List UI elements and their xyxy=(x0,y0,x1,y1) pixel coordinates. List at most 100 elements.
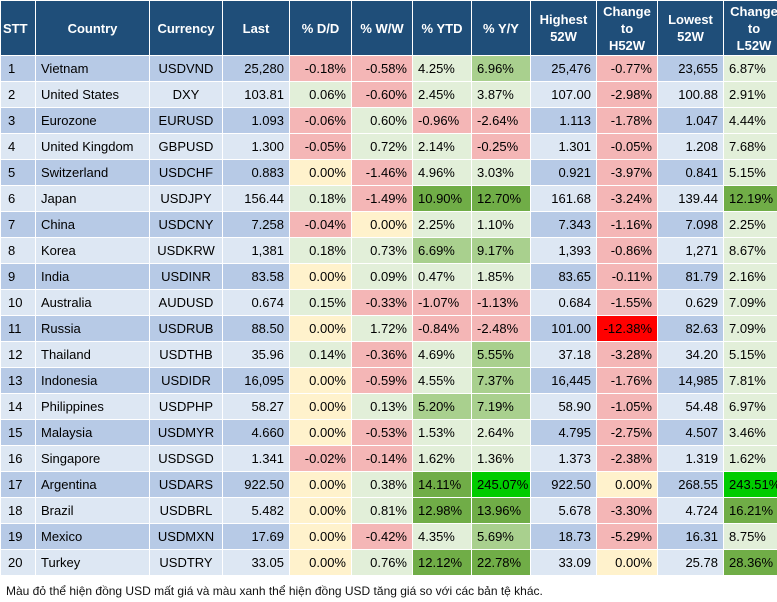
table-row: 5 Switzerland USDCHF 0.883 0.00% -1.46% 4.96% 3… xyxy=(1,160,777,185)
cell-change-h52w: -1.76% xyxy=(597,368,657,393)
cell-pct-ww: 0.60% xyxy=(352,108,412,133)
cell-highest-52w: 83.65 xyxy=(531,264,596,289)
cell-pct-ww: 1.72% xyxy=(352,316,412,341)
cell-change-l52w: 3.46% xyxy=(724,420,777,445)
cell-pct-ytd: -1.07% xyxy=(413,290,471,315)
cell-currency: USDRUB xyxy=(150,316,222,341)
cell-stt: 20 xyxy=(1,550,35,575)
cell-highest-52w: 33.09 xyxy=(531,550,596,575)
cell-pct-ytd: 2.45% xyxy=(413,82,471,107)
table-row: 9 India USDINR 83.58 0.00% 0.09% 0.47% 1.85% 83.… xyxy=(1,264,777,289)
cell-change-l52w: 8.67% xyxy=(724,238,777,263)
cell-lowest-52w: 23,655 xyxy=(658,56,723,81)
cell-pct-yy: 5.55% xyxy=(472,342,530,367)
cell-change-h52w: -12.38% xyxy=(597,316,657,341)
cell-lowest-52w: 16.31 xyxy=(658,524,723,549)
cell-currency: EURUSD xyxy=(150,108,222,133)
cell-country: Singapore xyxy=(36,446,149,471)
cell-last: 1,381 xyxy=(223,238,289,263)
cell-pct-dd: 0.00% xyxy=(290,524,351,549)
table-row: 13 Indonesia USDIDR 16,095 0.00% -0.59% 4.55% 7… xyxy=(1,368,777,393)
cell-pct-dd: 0.00% xyxy=(290,550,351,575)
cell-currency: USDINR xyxy=(150,264,222,289)
cell-pct-ww: 0.00% xyxy=(352,212,412,237)
cell-change-l52w: 7.09% xyxy=(724,290,777,315)
cell-highest-52w: 101.00 xyxy=(531,316,596,341)
cell-pct-yy: -2.64% xyxy=(472,108,530,133)
cell-pct-dd: -0.06% xyxy=(290,108,351,133)
cell-lowest-52w: 1.047 xyxy=(658,108,723,133)
cell-last: 17.69 xyxy=(223,524,289,549)
cell-change-h52w: -1.55% xyxy=(597,290,657,315)
cell-pct-yy: 1.85% xyxy=(472,264,530,289)
cell-pct-ww: -0.60% xyxy=(352,82,412,107)
cell-pct-ytd: 4.25% xyxy=(413,56,471,81)
cell-currency: USDTRY xyxy=(150,550,222,575)
cell-currency: USDMYR xyxy=(150,420,222,445)
cell-lowest-52w: 0.629 xyxy=(658,290,723,315)
cell-stt: 2 xyxy=(1,82,35,107)
cell-change-l52w: 2.91% xyxy=(724,82,777,107)
cell-lowest-52w: 1.319 xyxy=(658,446,723,471)
cell-country: India xyxy=(36,264,149,289)
table-row: 1 Vietnam USDVND 25,280 -0.18% -0.58% 4.25% 6.9… xyxy=(1,56,777,81)
cell-last: 156.44 xyxy=(223,186,289,211)
cell-country: China xyxy=(36,212,149,237)
cell-pct-yy: 13.96% xyxy=(472,498,530,523)
cell-lowest-52w: 1,271 xyxy=(658,238,723,263)
cell-country: United States xyxy=(36,82,149,107)
cell-currency: USDCNY xyxy=(150,212,222,237)
cell-lowest-52w: 14,985 xyxy=(658,368,723,393)
cell-change-h52w: -3.28% xyxy=(597,342,657,367)
cell-stt: 3 xyxy=(1,108,35,133)
cell-stt: 9 xyxy=(1,264,35,289)
cell-last: 1.341 xyxy=(223,446,289,471)
cell-pct-dd: 0.00% xyxy=(290,472,351,497)
cell-country: Switzerland xyxy=(36,160,149,185)
cell-pct-yy: 2.64% xyxy=(472,420,530,445)
cell-pct-dd: 0.00% xyxy=(290,264,351,289)
cell-highest-52w: 1.373 xyxy=(531,446,596,471)
cell-pct-yy: 22.78% xyxy=(472,550,530,575)
header-pct-yy: % Y/Y xyxy=(472,1,530,55)
cell-pct-ww: -1.46% xyxy=(352,160,412,185)
table-row: 10 Australia AUDUSD 0.674 0.15% -0.33% -1.07% -… xyxy=(1,290,777,315)
cell-pct-ww: -0.53% xyxy=(352,420,412,445)
cell-country: Vietnam xyxy=(36,56,149,81)
cell-last: 58.27 xyxy=(223,394,289,419)
table-row: 12 Thailand USDTHB 35.96 0.14% -0.36% 4.69% 5.5… xyxy=(1,342,777,367)
cell-highest-52w: 7.343 xyxy=(531,212,596,237)
cell-change-l52w: 6.97% xyxy=(724,394,777,419)
cell-pct-ww: -0.42% xyxy=(352,524,412,549)
cell-pct-ww: -0.33% xyxy=(352,290,412,315)
cell-pct-ytd: 1.53% xyxy=(413,420,471,445)
cell-pct-yy: 7.37% xyxy=(472,368,530,393)
cell-highest-52w: 1,393 xyxy=(531,238,596,263)
cell-change-l52w: 5.15% xyxy=(724,160,777,185)
cell-change-l52w: 243.51% xyxy=(724,472,777,497)
cell-last: 103.81 xyxy=(223,82,289,107)
cell-lowest-52w: 82.63 xyxy=(658,316,723,341)
cell-currency: USDJPY xyxy=(150,186,222,211)
cell-currency: USDARS xyxy=(150,472,222,497)
cell-lowest-52w: 139.44 xyxy=(658,186,723,211)
cell-last: 25,280 xyxy=(223,56,289,81)
cell-change-h52w: -0.86% xyxy=(597,238,657,263)
cell-last: 88.50 xyxy=(223,316,289,341)
cell-pct-ytd: 4.55% xyxy=(413,368,471,393)
table-row: 14 Philippines USDPHP 58.27 0.00% 0.13% 5.20% 7… xyxy=(1,394,777,419)
cell-pct-ytd: 0.47% xyxy=(413,264,471,289)
header-pct-ytd: % YTD xyxy=(413,1,471,55)
cell-pct-yy: 7.19% xyxy=(472,394,530,419)
cell-pct-dd: 0.00% xyxy=(290,420,351,445)
cell-change-l52w: 2.16% xyxy=(724,264,777,289)
cell-country: Eurozone xyxy=(36,108,149,133)
cell-last: 16,095 xyxy=(223,368,289,393)
cell-change-l52w: 28.36% xyxy=(724,550,777,575)
cell-currency: USDTHB xyxy=(150,342,222,367)
cell-last: 1.300 xyxy=(223,134,289,159)
cell-pct-dd: -0.18% xyxy=(290,56,351,81)
cell-lowest-52w: 54.48 xyxy=(658,394,723,419)
cell-pct-ytd: 5.20% xyxy=(413,394,471,419)
cell-pct-dd: -0.05% xyxy=(290,134,351,159)
